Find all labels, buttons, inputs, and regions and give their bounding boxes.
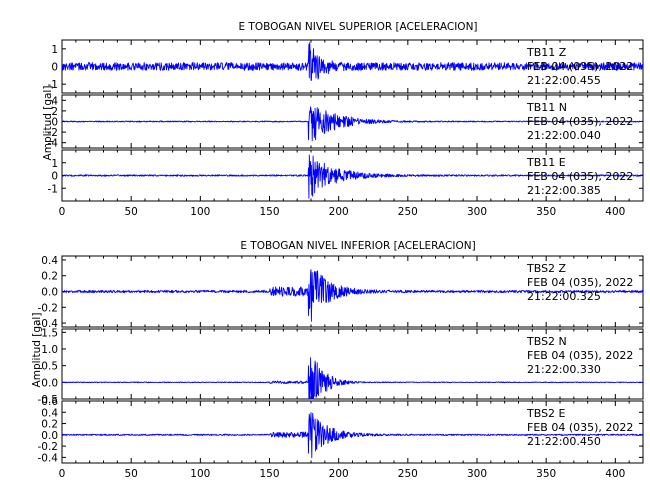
chart1-panel0-ytick-label: 0.0 (41, 287, 58, 299)
upper-x-axis: 0 50 100 150 200 250 300 350 400 (59, 206, 626, 218)
upper-y-axis-label: Amplitud [gal] (42, 86, 54, 161)
chart0-panel1-station-label: TB11 N (526, 101, 567, 114)
chart0-panel0-station-label: TB11 Z (526, 46, 567, 59)
chart1-panel1-time-label: 21:22:00.330 (527, 363, 601, 376)
chart1-panel1-station-label: TBS2 N (526, 335, 567, 348)
chart0-panel0-date-label: FEB 04 (035), 2022 (527, 60, 633, 73)
chart1-xtick-label: 0 (59, 468, 66, 480)
chart0-panel2-time-label: 21:22:00.385 (527, 184, 601, 197)
chart0-panel2-station-label: TB11 E (526, 156, 566, 169)
chart1-panel2-date-label: FEB 04 (035), 2022 (527, 421, 633, 434)
chart0-panel1-date-label: FEB 04 (035), 2022 (527, 115, 633, 128)
chart0-panel1-ytick-label: 4 (51, 95, 58, 107)
chart1-panel0-waveform (61, 269, 644, 322)
chart1-panel1-date-label: FEB 04 (035), 2022 (527, 349, 633, 362)
chart1-xtick-label: 250 (398, 468, 418, 480)
chart0-panel2-ytick-label: -1 (48, 183, 58, 195)
chart1-panel0-time-label: 21:22:00.325 (527, 290, 601, 303)
chart0-panel1-waveform (61, 106, 644, 142)
chart1-xtick-label: 50 (124, 468, 137, 480)
chart1-panel2-ytick-label: -0.4 (38, 452, 59, 464)
lower-chart-title: E TOBOGAN NIVEL INFERIOR [ACELERACION] (240, 240, 475, 252)
chart0-xtick-label: 300 (467, 206, 487, 218)
chart0-panel1-ytick-label: -4 (48, 138, 59, 150)
chart0-panel2-date-label: FEB 04 (035), 2022 (527, 170, 633, 183)
chart1-xtick-label: 100 (190, 468, 210, 480)
chart0-panel2-ytick-label: 0 (51, 171, 58, 183)
chart1-panel1-ytick-label: 0.0 (41, 377, 58, 389)
chart0-xtick-label: 100 (190, 206, 210, 218)
chart0-xtick-label: 50 (124, 206, 137, 218)
chart0-xtick-label: 150 (259, 206, 279, 218)
lower-x-axis: 0 50 100 150 200 250 300 350 400 (59, 468, 626, 480)
chart0-xtick-label: 250 (398, 206, 418, 218)
lower-chart: E TOBOGAN NIVEL INFERIOR [ACELERACION] A… (31, 240, 644, 480)
chart1-panel2-ytick-label: 0.6 (41, 396, 58, 408)
chart0-panel0-ytick-label: 1 (51, 44, 58, 56)
chart1-panel0-ytick-label: 0.4 (41, 255, 58, 267)
chart1-panel2-ytick-label: 0.4 (41, 407, 58, 419)
chart1-panel2-ytick-label: -0.2 (38, 441, 59, 453)
chart0-panel2-ytick-label: 1 (51, 158, 58, 170)
chart0-panel1-ytick-label: 2 (51, 106, 58, 118)
chart1-panel2-ytick-label: 0.2 (41, 419, 58, 431)
chart1-panel2-waveform (61, 412, 644, 459)
chart1-panel0-ytick-label: 0.2 (41, 271, 58, 283)
chart1-panel2-station-label: TBS2 E (526, 407, 566, 420)
chart1-panel0-date-label: FEB 04 (035), 2022 (527, 276, 633, 289)
chart1-xtick-label: 400 (605, 468, 625, 480)
chart0-xtick-label: 350 (536, 206, 556, 218)
chart1-xtick-label: 300 (467, 468, 487, 480)
chart1-panel1-ytick-label: -0.5 (38, 394, 59, 406)
upper-chart-title: E TOBOGAN NIVEL SUPERIOR [ACELERACION] (238, 21, 477, 33)
chart1-xtick-label: 200 (329, 468, 349, 480)
chart1-panel1-ytick-label: 0.5 (41, 361, 58, 373)
chart1-panel2-ytick-label: 0.0 (41, 430, 58, 442)
chart0-panel1-ytick-label: 0 (51, 117, 58, 129)
chart0-panel0-ytick-label: -1 (48, 79, 58, 91)
chart0-panel0-ytick-label: 0 (51, 62, 58, 74)
lower-y-axis-label: Amplitud [gal] (31, 313, 43, 388)
chart0-panel2-waveform (61, 154, 644, 199)
chart1-panel1-waveform (61, 357, 644, 400)
upper-chart: E TOBOGAN NIVEL SUPERIOR [ACELERACION] A… (42, 21, 644, 218)
chart0-panel1-ytick-label: -2 (48, 127, 58, 139)
chart0-xtick-label: 400 (605, 206, 625, 218)
chart1-panel0-station-label: TBS2 Z (526, 262, 567, 275)
chart0-xtick-label: 200 (329, 206, 349, 218)
chart0-panel0-time-label: 21:22:00.455 (527, 74, 601, 87)
chart0-panel1-time-label: 21:22:00.040 (527, 129, 601, 142)
chart1-panel0-ytick-label: -0.4 (38, 318, 59, 330)
chart0-panel0-waveform (61, 41, 644, 81)
chart1-panel0-ytick-label: -0.2 (38, 302, 59, 314)
chart1-panel1-ytick-label: 1.0 (41, 344, 58, 356)
chart1-panel1-ytick-label: 1.5 (41, 327, 58, 339)
chart0-xtick-label: 0 (59, 206, 66, 218)
chart1-panel2-time-label: 21:22:00.450 (527, 435, 601, 448)
chart1-xtick-label: 350 (536, 468, 556, 480)
chart1-xtick-label: 150 (259, 468, 279, 480)
